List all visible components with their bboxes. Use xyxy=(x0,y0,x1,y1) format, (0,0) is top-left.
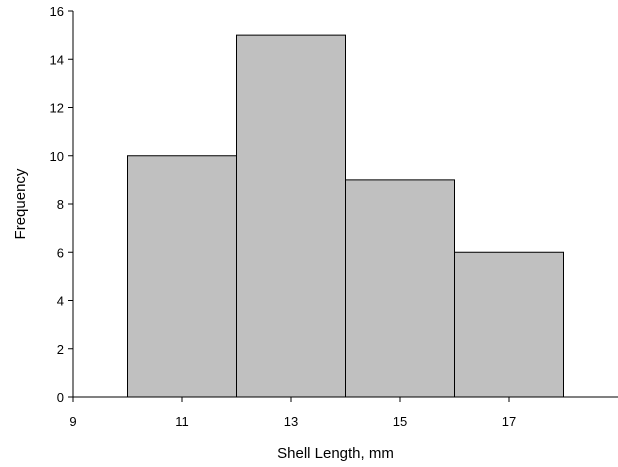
x-tick-label: 15 xyxy=(393,414,407,429)
y-tick-label: 16 xyxy=(50,4,64,19)
y-tick-label: 2 xyxy=(57,342,64,357)
y-tick-label: 14 xyxy=(50,52,64,67)
x-tick-label: 13 xyxy=(284,414,298,429)
x-axis-title: Shell Length, mm xyxy=(277,445,394,462)
histogram-bar-4 xyxy=(454,251,564,398)
y-axis-ticks: 0 2 4 6 8 10 12 14 16 xyxy=(50,4,73,405)
x-tick-label: 11 xyxy=(175,414,189,429)
y-tick-label: 12 xyxy=(50,101,64,116)
y-tick-label: 10 xyxy=(50,149,64,164)
histogram-bar-1 xyxy=(127,155,237,398)
y-tick-label: 6 xyxy=(57,245,64,260)
histogram-bar-2 xyxy=(236,34,346,398)
x-tick-label: 9 xyxy=(69,414,76,429)
histogram-bar-3 xyxy=(345,179,455,398)
y-tick-label: 0 xyxy=(57,390,64,405)
x-tick-label: 17 xyxy=(502,414,516,429)
x-axis-ticks: 9 11 13 15 17 xyxy=(69,397,516,429)
bars-group xyxy=(127,34,564,398)
y-tick-label: 8 xyxy=(57,197,64,212)
y-axis-title: Frequency xyxy=(12,168,29,239)
y-tick-label: 4 xyxy=(57,294,64,309)
